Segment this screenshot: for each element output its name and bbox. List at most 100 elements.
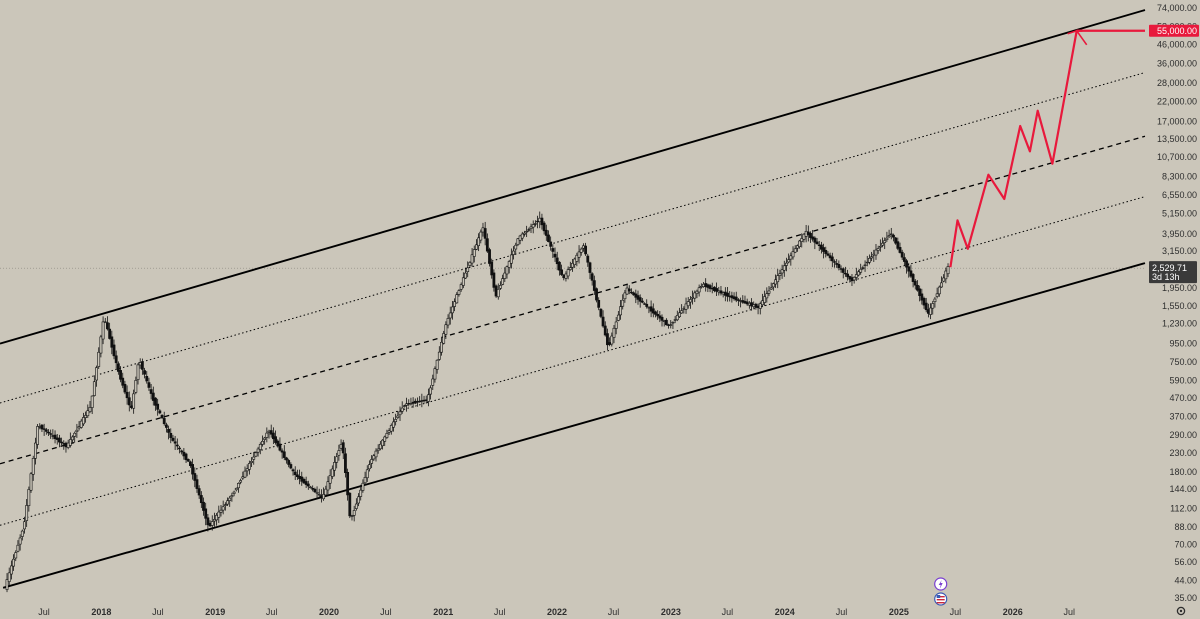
y-tick-label: 44.00 (1174, 575, 1197, 585)
candle (5, 573, 9, 593)
lightning-icon[interactable] (934, 577, 948, 591)
candle (719, 285, 723, 296)
y-tick-label: 28,000.00 (1157, 78, 1197, 88)
candle (560, 264, 563, 276)
y-tick-label: 17,000.00 (1157, 116, 1197, 126)
candle (363, 471, 367, 486)
channel-line-lower-mid[interactable] (0, 196, 1146, 526)
candle (479, 229, 483, 244)
candle (398, 406, 402, 422)
candle (180, 449, 184, 455)
candle (451, 301, 454, 320)
candle (525, 225, 529, 238)
candle (90, 395, 94, 415)
candle (285, 456, 288, 464)
candle (894, 237, 898, 245)
y-tick-label: 144.00 (1169, 484, 1197, 494)
candle (870, 251, 874, 262)
candle (352, 505, 356, 522)
candle (660, 314, 664, 327)
candle (217, 505, 221, 523)
candle (75, 423, 79, 438)
candle (911, 272, 915, 288)
candle (116, 361, 120, 375)
candle (71, 435, 74, 444)
time-axis[interactable]: Jul 2018 Jul 2019 Jul 2020 Jul 2021 Jul 2022 Jul 20… (38, 606, 1186, 617)
candle (114, 350, 118, 369)
channel-line-upper[interactable] (0, 9, 1146, 345)
candle (322, 487, 326, 501)
candle (453, 298, 457, 312)
candle (584, 242, 588, 256)
candle (654, 310, 657, 318)
candle (271, 427, 275, 445)
candle (916, 280, 919, 292)
channel-line-mid[interactable] (0, 135, 1146, 465)
candles (5, 211, 950, 593)
candle (645, 299, 649, 309)
candle (787, 253, 791, 264)
candle (833, 259, 836, 268)
x-tick-label: Jul (1063, 607, 1075, 617)
x-tick-label: 2024 (775, 607, 795, 617)
candle (876, 245, 880, 254)
candle (402, 404, 406, 408)
candle (306, 480, 310, 490)
candle (385, 429, 389, 439)
candle (127, 391, 131, 412)
candle (110, 330, 114, 355)
candle (252, 451, 256, 465)
candle (191, 458, 195, 480)
candle (42, 423, 46, 436)
candle (942, 274, 946, 283)
candle (852, 276, 856, 284)
candle (184, 452, 188, 463)
candle (372, 453, 376, 462)
candle (108, 322, 112, 340)
candle (529, 223, 533, 234)
candle (758, 301, 762, 315)
projection-line[interactable] (949, 29, 1083, 268)
candle (302, 477, 306, 485)
candle (73, 431, 77, 443)
candle (149, 383, 153, 400)
candle (874, 244, 878, 260)
channel-line-lower[interactable] (2, 262, 1146, 589)
candle (599, 308, 603, 319)
candle (444, 321, 448, 339)
candle (520, 231, 524, 242)
candle (147, 377, 151, 391)
candle (837, 260, 841, 271)
candle (573, 257, 577, 268)
candle (896, 237, 900, 251)
candle (656, 310, 660, 320)
candle (82, 412, 85, 427)
candle (627, 285, 631, 295)
candle (348, 492, 352, 519)
candle (437, 346, 441, 361)
candle (798, 239, 801, 249)
candle (488, 247, 491, 267)
candle (547, 230, 550, 243)
candle (49, 429, 53, 439)
candle (483, 221, 487, 246)
candle (523, 230, 526, 237)
x-tick-label: Jul (836, 607, 848, 617)
channel-line-upper-mid[interactable] (0, 72, 1146, 404)
candle (132, 389, 136, 414)
candle (819, 241, 823, 254)
candle (210, 515, 214, 531)
candle (933, 296, 937, 308)
gear-icon[interactable] (1176, 606, 1186, 616)
candle (396, 410, 400, 420)
x-tick-label: Jul (380, 607, 392, 617)
candle (7, 567, 11, 586)
y-tick-label: 88.00 (1174, 522, 1197, 532)
us-flag-icon[interactable] (934, 592, 948, 606)
candle (446, 314, 450, 329)
candle (675, 310, 679, 322)
candle (440, 337, 443, 356)
candle (531, 220, 535, 234)
y-tick-label: 22,000.00 (1157, 96, 1197, 106)
